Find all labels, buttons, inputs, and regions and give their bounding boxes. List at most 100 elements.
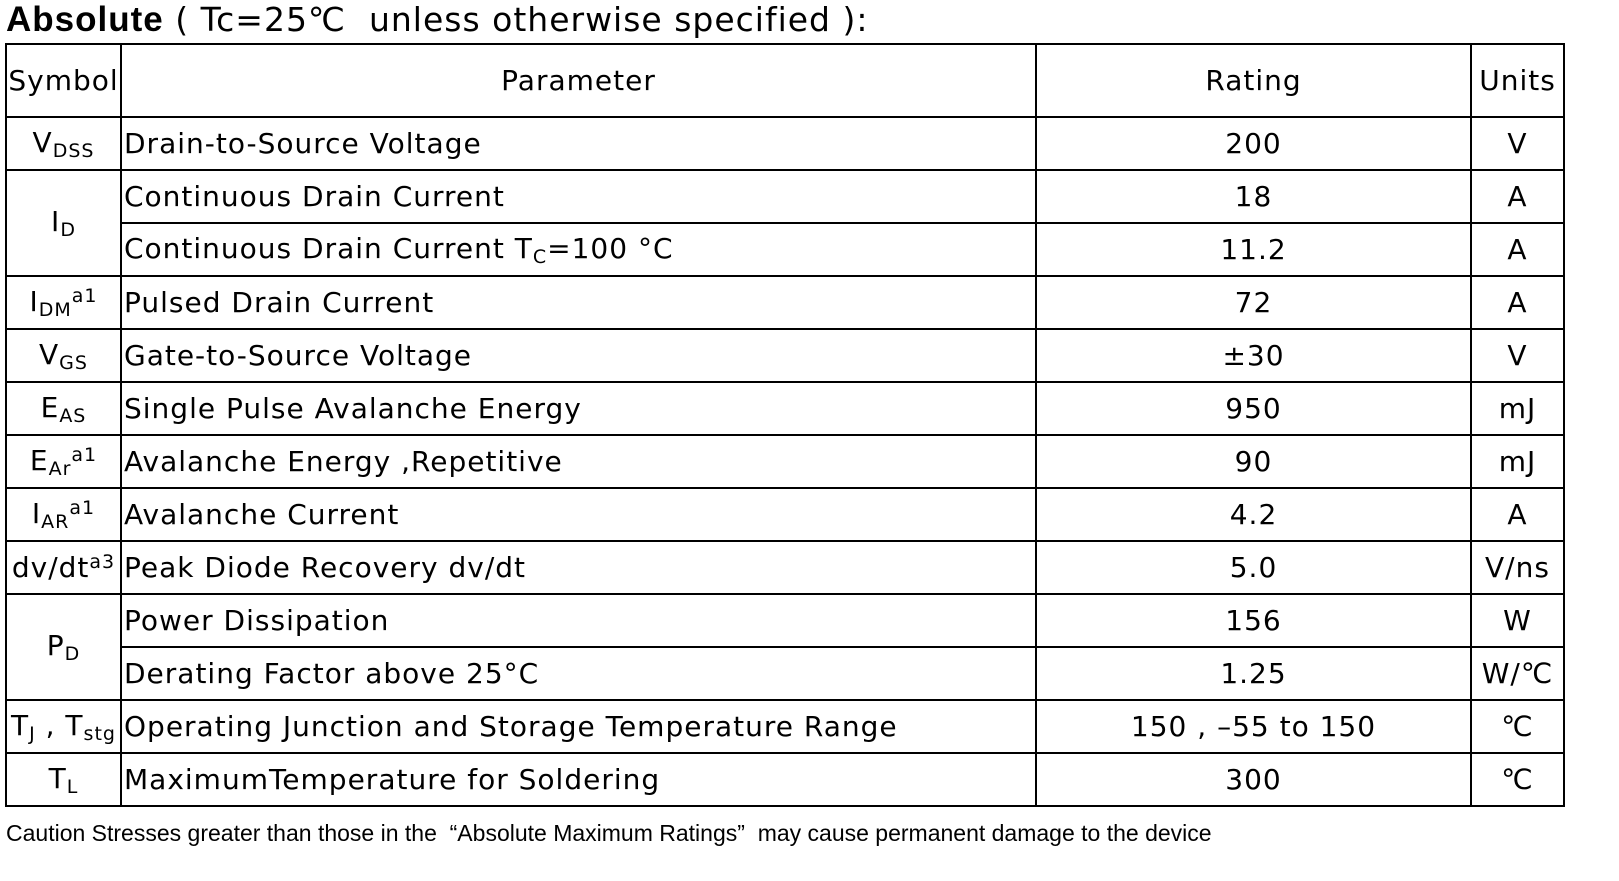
- symbol-cell: EAS: [5, 381, 122, 436]
- text-part: V: [39, 337, 60, 371]
- rating-cell: 150 , –55 to 150: [1035, 699, 1472, 754]
- table-row: VDSS Drain-to-Source Voltage 200 V: [5, 116, 1565, 171]
- parameter-cell: MaximumTemperature for Soldering: [120, 752, 1037, 807]
- header-cell: Rating: [1035, 43, 1472, 118]
- parameter-cell: Operating Junction and Storage Temperatu…: [120, 699, 1037, 754]
- table-row: EAra1 Avalanche Energy ,Repetitive 90 mJ: [5, 434, 1565, 489]
- table-row: Continuous Drain Current TC=100 °C 11.2 A: [6, 222, 1565, 277]
- units-cell: W: [1470, 593, 1565, 648]
- parameter-cell: Continuous Drain Current TC=100 °C: [120, 222, 1037, 277]
- text-part: =100 °C: [547, 231, 674, 265]
- header-cell: Units: [1470, 43, 1565, 118]
- units-cell: ℃: [1470, 699, 1565, 754]
- subscript: AS: [59, 404, 87, 427]
- text-part: P: [46, 629, 65, 662]
- text-part: Derating Factor above 25°C: [124, 657, 540, 690]
- table-row: IDMa1 Pulsed Drain Current 72 A: [5, 275, 1565, 330]
- units-cell: A: [1470, 169, 1565, 224]
- parameter-cell: Power Dissipation: [120, 593, 1037, 648]
- text-part: V: [32, 125, 53, 159]
- table-row: Derating Factor above 25°C 1.25 W/℃: [6, 646, 1565, 701]
- text-part: MaximumTemperature for Soldering: [124, 763, 661, 796]
- subscript: Ar: [48, 457, 72, 480]
- symbol-cell: VGS: [5, 328, 122, 383]
- parameter-cell: Pulsed Drain Current: [120, 275, 1037, 330]
- rating-cell: 156: [1035, 593, 1472, 648]
- subscript: stg: [83, 722, 116, 745]
- symbol-cell: TJ , Tstg: [5, 699, 122, 754]
- parameter-cell: Avalanche Energy ,Repetitive: [120, 434, 1037, 489]
- ratings-table: Symbol Parameter Rating Units VDSS Drain-to-…: [5, 43, 1565, 807]
- rating-cell: 1.25: [1035, 646, 1472, 701]
- subscript: D: [64, 643, 81, 665]
- subscript: C: [532, 245, 548, 268]
- rating-cell: ±30: [1035, 328, 1472, 383]
- text-part: Operating Junction and Storage Temperatu…: [124, 710, 898, 743]
- symbol-cell: VDSS: [5, 116, 122, 171]
- units-cell: mJ: [1470, 434, 1565, 489]
- rating-cell: 4.2: [1035, 487, 1472, 542]
- text-part: Continuous Drain Current: [124, 180, 505, 213]
- subscript: J: [29, 722, 36, 745]
- symbol-cell: ID: [5, 169, 122, 277]
- text-part: E: [29, 443, 49, 477]
- parameter-cell: Single Pulse Avalanche Energy: [120, 381, 1037, 436]
- text-part: T: [48, 761, 67, 795]
- rating-cell: 950: [1035, 381, 1472, 436]
- text-part: Avalanche Current: [124, 498, 400, 531]
- supscript: a1: [71, 284, 98, 307]
- header-row: Symbol Parameter Rating Units: [5, 43, 1565, 118]
- subscript: DSS: [52, 139, 95, 162]
- header-cell: Symbol: [5, 43, 122, 118]
- text-part: Power Dissipation: [124, 604, 390, 637]
- rating-cell: 11.2: [1035, 222, 1472, 277]
- table-row: TJ , Tstg Operating Junction and Storage …: [5, 699, 1565, 754]
- units-cell: mJ: [1470, 381, 1565, 436]
- subscript: GS: [59, 351, 88, 374]
- header-cell: Parameter: [120, 43, 1037, 118]
- text-part: I: [31, 496, 42, 530]
- units-cell: A: [1470, 487, 1565, 542]
- text-part: Drain-to-Source Voltage: [124, 127, 482, 160]
- units-cell: V/ns: [1470, 540, 1565, 595]
- table-row: dv/dta3 Peak Diode Recovery dv/dt 5.0 V/ns: [5, 540, 1565, 595]
- caution: Caution Stresses greater than those in t…: [6, 820, 1212, 846]
- table-body: VDSS Drain-to-Source Voltage 200 V ID Continu…: [5, 116, 1565, 807]
- rating-cell: 90: [1035, 434, 1472, 489]
- rating-cell: 18: [1035, 169, 1472, 224]
- table-row: VGS Gate-to-Source Voltage ±30 V: [5, 328, 1565, 383]
- table-row: PD Power Dissipation 156 W: [5, 593, 1565, 701]
- units-cell: V: [1470, 328, 1565, 383]
- table-row: IARa1 Avalanche Current 4.2 A: [5, 487, 1565, 542]
- symbol-cell: IDMa1: [5, 275, 122, 330]
- rating-cell: 200: [1035, 116, 1472, 171]
- units-cell: A: [1470, 275, 1565, 330]
- text-part: I: [29, 284, 39, 318]
- parameter-cell: Peak Diode Recovery dv/dt: [120, 540, 1037, 595]
- parameter-cell: Continuous Drain Current: [120, 169, 1037, 224]
- text-part: Peak Diode Recovery dv/dt: [124, 551, 527, 584]
- symbol-cell: EAra1: [5, 434, 122, 489]
- units-cell: A: [1470, 222, 1565, 277]
- subscript: AR: [41, 510, 70, 533]
- text-part: Pulsed Drain Current: [124, 286, 435, 319]
- text-part: T: [11, 708, 30, 742]
- symbol-cell: TL: [5, 752, 122, 807]
- rating-cell: 300: [1035, 752, 1472, 807]
- supscript: a1: [71, 443, 98, 466]
- text-part: Single Pulse Avalanche Energy: [124, 392, 582, 425]
- supscript: a1: [69, 496, 96, 519]
- text-part: Gate-to-Source Voltage: [124, 339, 472, 372]
- subscript: D: [60, 219, 76, 241]
- title: Absolute ( Tc=25℃ unless otherwise speci…: [6, 0, 868, 40]
- subscript: L: [66, 775, 79, 798]
- units-cell: W/℃: [1470, 646, 1565, 701]
- text-part: I: [51, 205, 61, 238]
- table-row: EAS Single Pulse Avalanche Energy 950 mJ: [5, 381, 1565, 436]
- title-text: ( Tc=25℃ unless otherwise specified ):: [175, 0, 869, 39]
- symbol-cell: IARa1: [5, 487, 122, 542]
- table-row: ID Continuous Drain Current 18 A: [5, 169, 1565, 277]
- rating-cell: 72: [1035, 275, 1472, 330]
- parameter-cell: Derating Factor above 25°C: [120, 646, 1037, 701]
